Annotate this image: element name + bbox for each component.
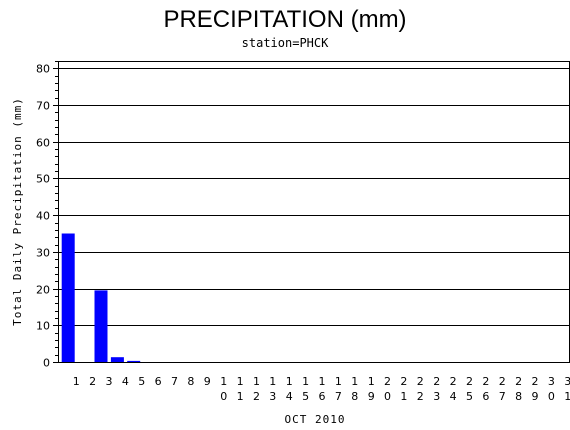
- bars: [61, 233, 141, 362]
- y-axis: 0 10 20 30 40 50 60 70 80: [36, 61, 58, 370]
- x-tick-label: 1: [73, 375, 80, 388]
- x-tick-label: 4: [122, 375, 129, 388]
- y-tick-label: 10: [36, 320, 50, 333]
- x-tick-label: 7: [171, 375, 178, 388]
- x-axis-label: OCT 2010: [285, 413, 346, 426]
- chart-subtitle: station=PHCK: [241, 36, 329, 50]
- y-tick-label: 30: [36, 247, 50, 260]
- x-tick-label: 2: [89, 375, 96, 388]
- x-axis: 1 2 3 4 5 6 7 8 9 1 01 11 21 31 41 51 61 71 81 92 02 12 22 32 42…: [73, 375, 570, 403]
- y-tick-label: 40: [36, 210, 50, 223]
- y-axis-label: Total Daily Precipitation (mm): [11, 97, 24, 326]
- x-tick-label: 5: [138, 375, 145, 388]
- y-tick-label: 50: [36, 173, 50, 186]
- x-tick-label: 9: [204, 375, 211, 388]
- plot-frame: [58, 61, 570, 363]
- chart-title: PRECIPITATION (mm): [163, 6, 407, 33]
- y-tick-label: 80: [36, 63, 50, 76]
- grid-lines: [58, 68, 570, 326]
- y-tick-label: 60: [36, 137, 50, 150]
- x-tick-label: 3: [106, 375, 113, 388]
- bar-day-5: [127, 360, 141, 362]
- y-tick-label: 0: [43, 357, 50, 370]
- y-tick-label: 20: [36, 284, 50, 297]
- x-tick-label: 8: [187, 375, 194, 388]
- bar-day-4: [110, 357, 124, 362]
- x-tick-label: 6: [155, 375, 162, 388]
- bar-day-1: [61, 233, 75, 362]
- bar-day-3: [94, 290, 108, 362]
- y-tick-label: 70: [36, 100, 50, 113]
